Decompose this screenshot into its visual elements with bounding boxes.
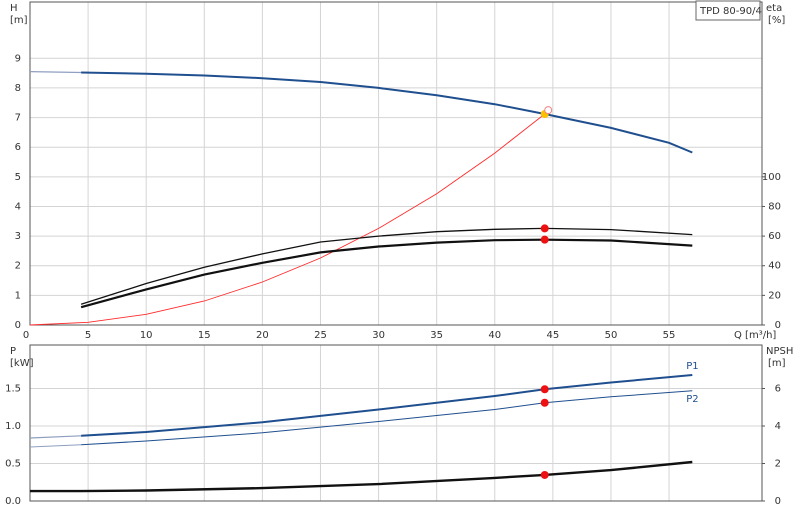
operating-point: [540, 224, 549, 233]
x-tick-label: 40: [488, 330, 501, 341]
y-tick-label: 1.5: [5, 384, 21, 395]
y2-tick-label: 4: [775, 421, 781, 432]
y2-axis-unit: [m]: [768, 358, 786, 369]
operating-point: [540, 235, 549, 244]
y-tick-label: 5: [15, 172, 21, 183]
y-axis-label: H: [10, 3, 18, 14]
operating-point: [540, 385, 549, 394]
y2-tick-label: 0: [775, 320, 781, 331]
y2-tick-label: 100: [762, 172, 781, 183]
y-tick-label: 4: [15, 201, 21, 212]
y2-axis-label: eta: [766, 3, 782, 14]
series-line: [80, 238, 693, 309]
operating-point: [540, 398, 549, 407]
x-tick-label: 35: [430, 330, 443, 341]
series-line: [81, 71, 693, 154]
series-label: P1: [686, 361, 698, 372]
y-tick-label: 7: [15, 113, 21, 124]
y-tick-label: 9: [15, 53, 21, 64]
model-box: [695, 0, 761, 21]
series-line: [80, 227, 693, 305]
operating-point: [544, 106, 553, 115]
series-line: [81, 374, 693, 437]
operating-point: [540, 470, 549, 479]
y2-tick-label: 0: [775, 496, 781, 507]
y2-tick-label: 6: [775, 384, 781, 395]
y2-axis-unit: [%]: [768, 15, 785, 26]
y-tick-label: 1.0: [5, 421, 21, 432]
series-line: [29, 444, 82, 448]
x-tick-label: 45: [546, 330, 559, 341]
x-tick-label: 15: [198, 330, 211, 341]
model-label: TPD 80-90/4: [699, 6, 762, 17]
x-tick-label: 5: [85, 330, 91, 341]
y-tick-label: 6: [15, 142, 21, 153]
y-tick-label: 0: [15, 320, 21, 331]
y2-tick-label: 20: [768, 290, 781, 301]
y2-tick-label: 2: [775, 459, 781, 470]
y2-tick-label: 40: [768, 261, 781, 272]
y-tick-label: 0.0: [5, 496, 21, 507]
y-tick-label: 2: [15, 261, 21, 272]
y-axis-unit: [m]: [10, 15, 28, 26]
x-tick-label: 50: [605, 330, 618, 341]
x-tick-label: 20: [256, 330, 269, 341]
series-line: [81, 390, 693, 446]
y-axis-label: P: [10, 346, 16, 357]
y-tick-label: 0.5: [5, 459, 21, 470]
y-tick-label: 3: [15, 231, 21, 242]
y2-tick-label: 60: [768, 231, 781, 242]
y2-tick-label: 80: [768, 201, 781, 212]
plot-frame: [29, 1, 763, 326]
y2-axis-label: NPSH: [766, 346, 793, 357]
series-line: [30, 460, 693, 493]
x-axis-label: Q [m³/h]: [734, 330, 776, 341]
plot-frame: [29, 344, 763, 502]
x-tick-label: 55: [663, 330, 676, 341]
series-label: P2: [686, 394, 698, 405]
y-tick-label: 8: [15, 83, 21, 94]
x-tick-label: 25: [314, 330, 327, 341]
y-axis-unit: [kW]: [10, 358, 34, 369]
x-tick-label: 0: [23, 330, 29, 341]
series-line: [29, 435, 82, 439]
x-tick-label: 30: [372, 330, 385, 341]
y-tick-label: 1: [15, 290, 21, 301]
x-tick-label: 10: [140, 330, 153, 341]
series-line: [29, 113, 545, 326]
series-line: [29, 71, 82, 74]
